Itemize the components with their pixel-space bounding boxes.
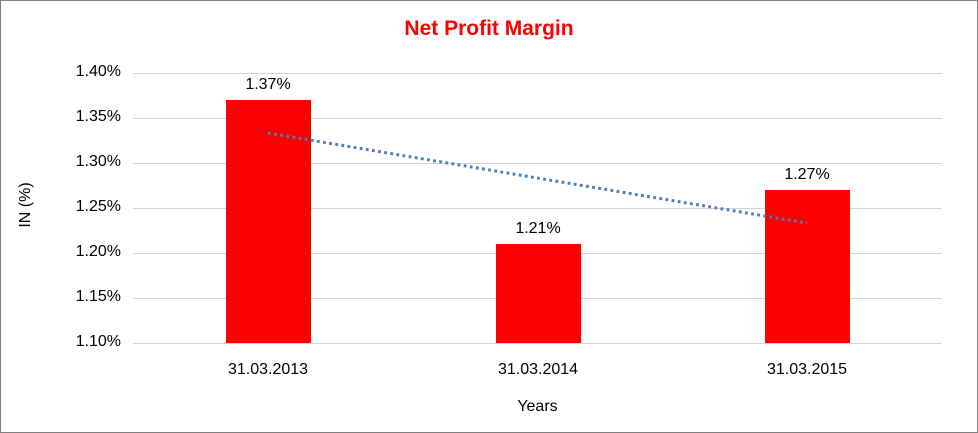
x-tick-label: 31.03.2013 bbox=[227, 361, 309, 378]
y-axis-title-text: IN (%) bbox=[17, 182, 34, 228]
bar-value-label: 1.27% bbox=[784, 166, 830, 183]
y-tick-label: 1.15% bbox=[75, 288, 121, 305]
gridline bbox=[133, 73, 942, 74]
x-tick-label: 31.03.2014 bbox=[497, 361, 579, 378]
bar-31.03.2015 bbox=[764, 190, 850, 343]
x-axis-title: Years bbox=[517, 398, 558, 415]
y-tick-label: 1.20% bbox=[75, 243, 121, 260]
bar-31.03.2014 bbox=[495, 244, 581, 343]
gridline bbox=[133, 118, 942, 119]
x-tick-label: 31.03.2015 bbox=[766, 361, 848, 378]
trendline bbox=[267, 131, 808, 225]
bar-value-label: 1.21% bbox=[515, 220, 561, 237]
bar-value-label: 1.37% bbox=[245, 76, 291, 93]
gridline bbox=[133, 343, 942, 344]
bar-31.03.2013 bbox=[225, 100, 311, 343]
y-tick-label: 1.35% bbox=[75, 108, 121, 125]
y-tick-label: 1.25% bbox=[75, 198, 121, 215]
y-tick-label: 1.10% bbox=[75, 333, 121, 350]
chart-title: Net Profit Margin bbox=[404, 17, 574, 40]
plot-area: 1.37% 1.21% 1.27% bbox=[133, 73, 942, 344]
y-tick-label: 1.40% bbox=[75, 63, 121, 80]
y-tick-label: 1.30% bbox=[75, 153, 121, 170]
